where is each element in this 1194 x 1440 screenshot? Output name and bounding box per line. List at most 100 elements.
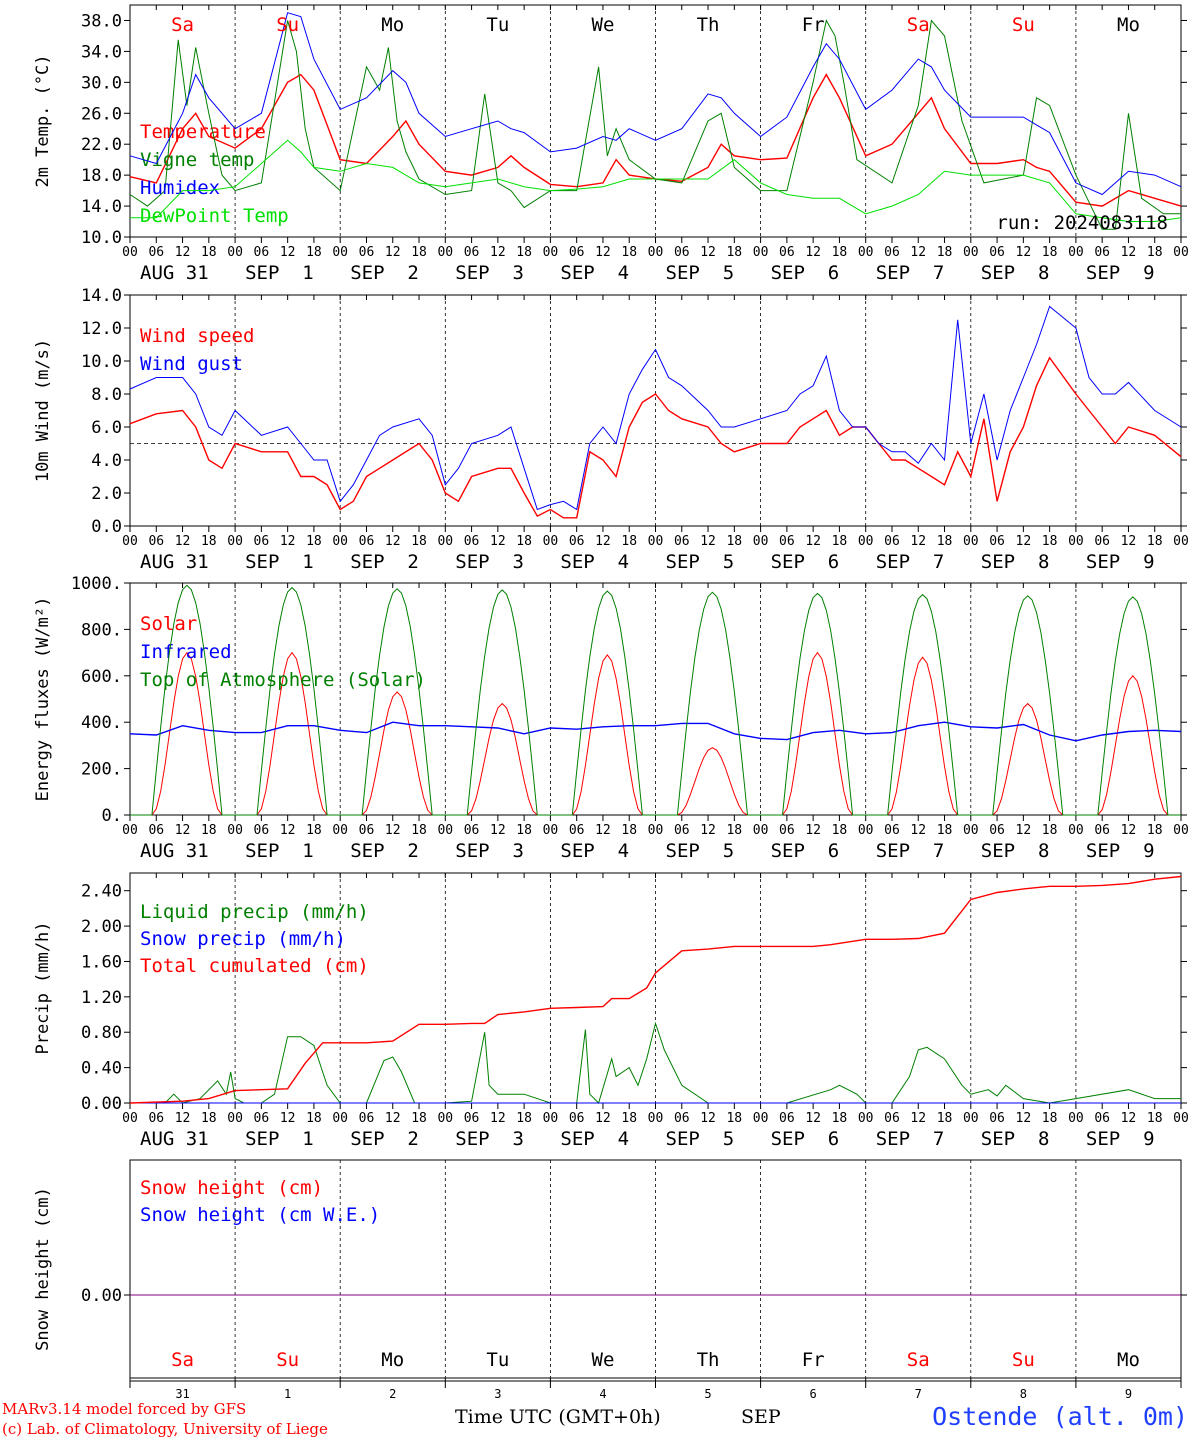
- hour-tick-label: 06: [1094, 1111, 1110, 1126]
- date-label: SEP 1: [245, 262, 314, 284]
- hour-tick-label: 06: [674, 1111, 690, 1126]
- date-label: SEP 5: [666, 551, 735, 573]
- hour-tick-label: 00: [437, 1111, 453, 1126]
- weekday-label: Tu: [486, 1349, 509, 1371]
- hour-tick-label: 00: [543, 245, 559, 260]
- hour-tick-label: 12: [280, 823, 296, 838]
- series-line: [129, 305, 1182, 511]
- hour-tick-label: 12: [1016, 823, 1032, 838]
- legend-entry: Vigne temp: [140, 149, 254, 171]
- hour-tick-label: 00: [1068, 534, 1084, 549]
- day-number: 1: [284, 1387, 291, 1401]
- hour-tick-label: 12: [595, 245, 611, 260]
- hour-tick-label: 12: [175, 245, 191, 260]
- hour-tick-label: 12: [490, 245, 506, 260]
- hour-tick-label: 00: [122, 823, 138, 838]
- hour-tick-label: 12: [595, 534, 611, 549]
- hour-tick-label: 12: [595, 1111, 611, 1126]
- hour-tick-label: 18: [726, 245, 742, 260]
- hour-tick-label: 12: [1016, 534, 1032, 549]
- y-tick-label: 34.0: [81, 42, 122, 62]
- hour-tick-label: 06: [884, 823, 900, 838]
- hour-tick-label: 00: [122, 245, 138, 260]
- weekday-label: Sa: [907, 14, 930, 36]
- y-tick-label: 6.0: [91, 418, 122, 438]
- date-label: SEP 9: [1086, 262, 1155, 284]
- weekday-label: Su: [276, 14, 299, 36]
- weekday-label: Th: [697, 14, 720, 36]
- model-credit: MARv3.14 model forced by GFS: [2, 1400, 247, 1418]
- legend-entry: Snow height (cm): [140, 1177, 323, 1199]
- hour-tick-label: 18: [832, 823, 848, 838]
- series-line: [129, 721, 1182, 742]
- hour-tick-label: 06: [779, 245, 795, 260]
- hour-tick-label: 00: [1173, 823, 1189, 838]
- hour-tick-label: 18: [306, 1111, 322, 1126]
- y-tick-label: 0.0: [91, 517, 122, 537]
- hour-tick-label: 18: [726, 823, 742, 838]
- hour-tick-label: 18: [621, 534, 637, 549]
- hour-tick-label: 06: [989, 245, 1005, 260]
- hour-tick-label: 00: [858, 534, 874, 549]
- hour-tick-label: 18: [411, 534, 427, 549]
- hour-tick-label: 18: [1042, 1111, 1058, 1126]
- day-number: 2: [389, 1387, 396, 1401]
- weekday-label: We: [592, 1349, 615, 1371]
- legend-entry: Temperature: [140, 121, 266, 143]
- weekday-label: Su: [1012, 1349, 1035, 1371]
- hour-tick-label: 00: [227, 245, 243, 260]
- hour-tick-label: 18: [621, 1111, 637, 1126]
- day-number: 8: [1020, 1387, 1027, 1401]
- hour-tick-label: 12: [1016, 1111, 1032, 1126]
- weekday-label: Sa: [907, 1349, 930, 1371]
- hour-tick-label: 00: [963, 245, 979, 260]
- hour-tick-label: 00: [648, 534, 664, 549]
- y-tick-label: 0.40: [81, 1059, 122, 1079]
- y-tick-label: 2.00: [81, 917, 122, 937]
- hour-tick-label: 06: [569, 245, 585, 260]
- y-tick-label: 14.0: [81, 197, 122, 217]
- series-line: [130, 1021, 1181, 1104]
- hour-tick-label: 12: [700, 823, 716, 838]
- hour-tick-label: 12: [700, 1111, 716, 1126]
- date-label: SEP 2: [350, 551, 419, 573]
- hour-tick-label: 18: [937, 534, 953, 549]
- date-label: SEP 2: [350, 840, 419, 862]
- hour-tick-label: 06: [148, 1111, 164, 1126]
- hour-tick-label: 00: [437, 823, 453, 838]
- hour-tick-label: 12: [385, 245, 401, 260]
- hour-tick-label: 12: [700, 245, 716, 260]
- date-label: SEP 7: [876, 840, 945, 862]
- hour-tick-label: 18: [516, 245, 532, 260]
- hour-tick-label: 12: [385, 823, 401, 838]
- hour-tick-label: 18: [201, 823, 217, 838]
- hour-tick-label: 06: [359, 823, 375, 838]
- hour-tick-label: 18: [832, 534, 848, 549]
- date-label: SEP 5: [666, 1128, 735, 1150]
- legend-entry: DewPoint Temp: [140, 205, 289, 227]
- series-line: [130, 139, 1182, 222]
- date-label: SEP 4: [560, 840, 629, 862]
- weekday-label: Sa: [171, 1349, 194, 1371]
- legend-entry: Wind speed: [140, 325, 254, 347]
- hour-tick-label: 00: [1173, 1111, 1189, 1126]
- hour-tick-label: 06: [884, 534, 900, 549]
- hour-tick-label: 00: [858, 1111, 874, 1126]
- month-label: SEP: [741, 1406, 781, 1428]
- date-label: SEP 4: [560, 551, 629, 573]
- hour-tick-label: 18: [1042, 245, 1058, 260]
- y-tick-label: 0.00: [81, 1094, 122, 1114]
- weekday-label: Mo: [1117, 1349, 1140, 1371]
- hour-tick-label: 12: [280, 1111, 296, 1126]
- y-tick-label: 26.0: [81, 104, 122, 124]
- hour-tick-label: 18: [937, 245, 953, 260]
- hour-tick-label: 00: [858, 823, 874, 838]
- hour-tick-label: 00: [1068, 823, 1084, 838]
- hour-tick-label: 12: [280, 245, 296, 260]
- y-tick-label: 800.: [81, 620, 122, 640]
- hour-tick-label: 06: [359, 245, 375, 260]
- hour-tick-label: 00: [122, 534, 138, 549]
- hour-tick-label: 12: [700, 534, 716, 549]
- hour-tick-label: 18: [516, 823, 532, 838]
